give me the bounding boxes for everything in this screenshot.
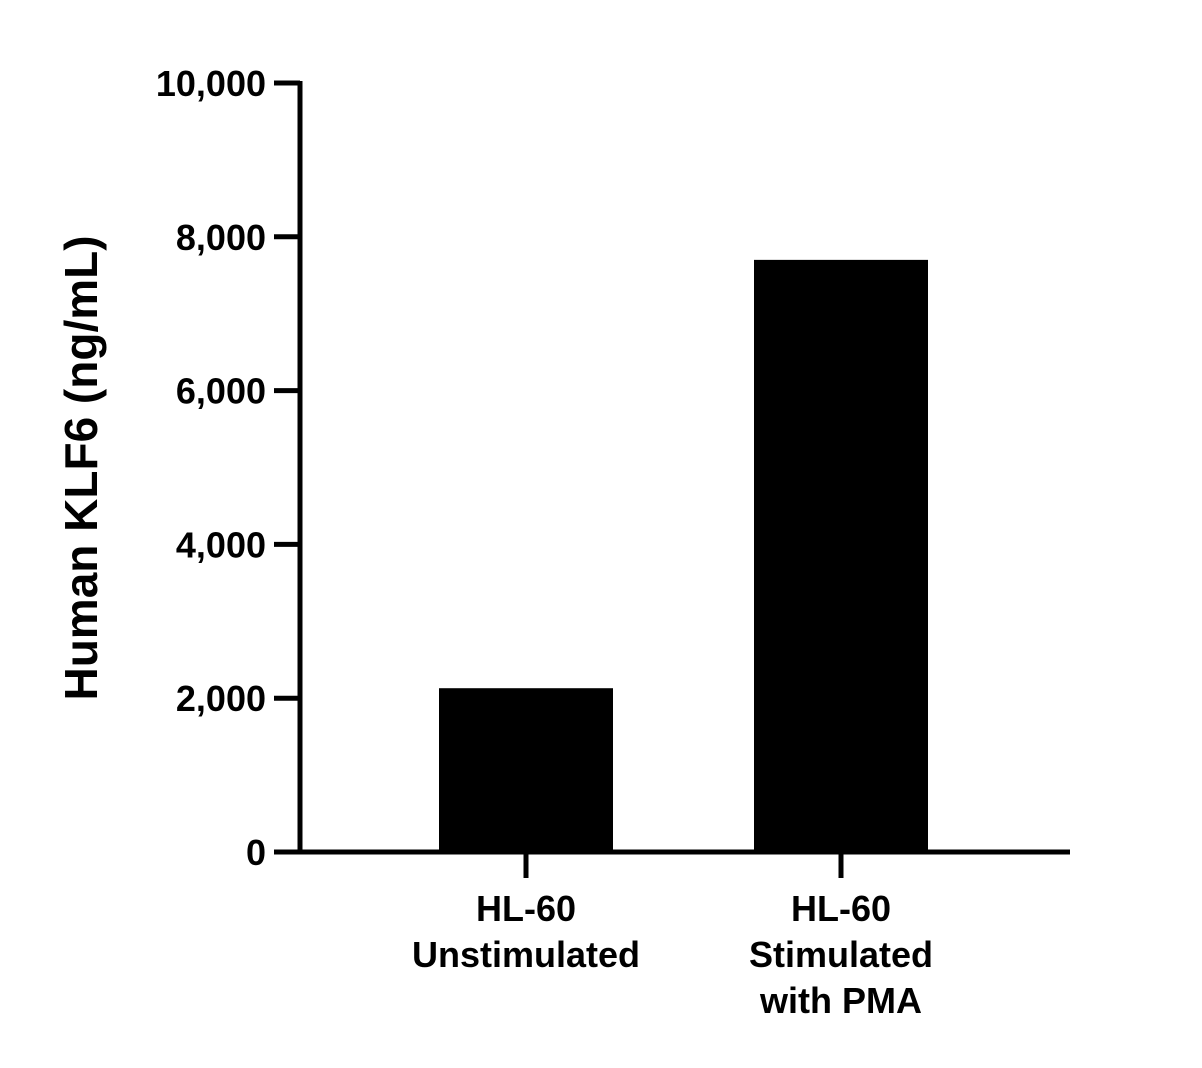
x-category-label: HL-60 Stimulated with PMA bbox=[749, 888, 933, 1021]
x-category-label: HL-60 Unstimulated bbox=[412, 888, 640, 975]
y-tick-label: 2,000 bbox=[176, 678, 266, 719]
bar-2 bbox=[754, 259, 928, 852]
y-tick-label: 10,000 bbox=[156, 63, 266, 104]
y-axis: 0 2,000 4,000 6,000 8,000 10,000 bbox=[156, 63, 303, 873]
x-category-label-line: Unstimulated bbox=[412, 934, 640, 975]
y-tick-label: 4,000 bbox=[176, 524, 266, 565]
x-category-label-line: Stimulated bbox=[749, 934, 933, 975]
y-tick-label: 6,000 bbox=[176, 371, 266, 412]
x-category-label-line: HL-60 bbox=[476, 888, 576, 929]
y-tick-label: 8,000 bbox=[176, 217, 266, 258]
y-axis-title: Human KLF6 (ng/mL) bbox=[55, 235, 107, 700]
y-tick-label: 0 bbox=[246, 832, 266, 873]
bars-group bbox=[439, 259, 928, 852]
x-category-label-line: with PMA bbox=[759, 980, 922, 1021]
x-axis: HL-60 Unstimulated HL-60 Stimulated with PMA bbox=[274, 849, 1070, 1021]
x-category-label-line: HL-60 bbox=[791, 888, 891, 929]
bar-1 bbox=[439, 688, 613, 852]
